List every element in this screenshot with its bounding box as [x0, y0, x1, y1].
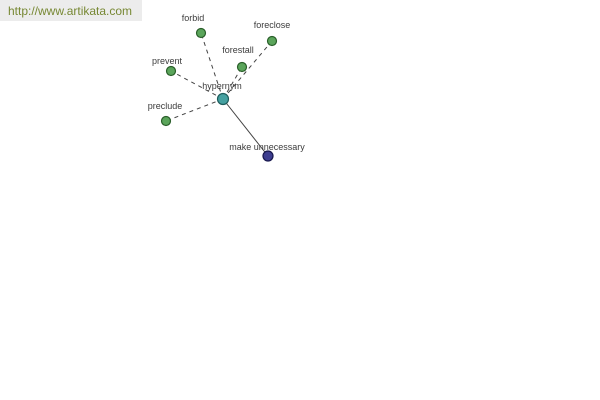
node-preclude[interactable] [160, 115, 172, 127]
node-foreclose[interactable] [266, 35, 278, 47]
edge-hypernym-forestall [222, 66, 243, 100]
node-label-prevent: prevent [152, 56, 183, 66]
node-label-hypernym: hypernym [202, 81, 242, 91]
node-prevent[interactable] [165, 65, 177, 77]
edge-hypernym-forbid [200, 32, 224, 100]
node-label-make-unnecessary: make unnecessary [229, 142, 305, 152]
edge-hypernym-preclude [165, 98, 224, 122]
node-label-foreclose: foreclose [254, 20, 291, 30]
node-make-unnecessary[interactable] [262, 150, 274, 162]
node-forbid[interactable] [195, 27, 207, 39]
edge-hypernym-prevent [170, 70, 224, 100]
edge-hypernym-make-unnecessary [222, 98, 269, 157]
node-forestall[interactable] [236, 61, 248, 73]
node-label-forbid: forbid [182, 13, 205, 23]
node-label-forestall: forestall [222, 45, 254, 55]
address-bar: http://www.artikata.com [0, 0, 142, 21]
node-label-preclude: preclude [148, 101, 183, 111]
address-bar-url: http://www.artikata.com [8, 3, 133, 18]
node-hypernym[interactable] [216, 92, 230, 106]
